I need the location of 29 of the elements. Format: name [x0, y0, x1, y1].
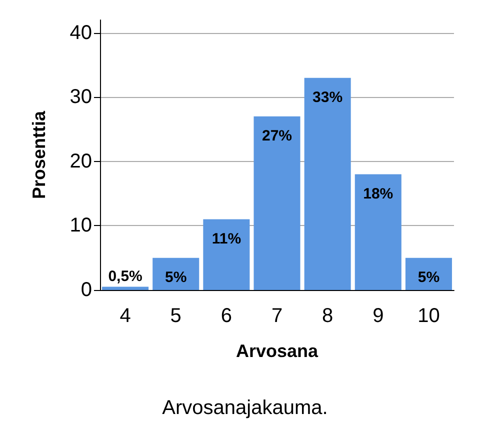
bar — [405, 258, 452, 290]
data-label: 0,5% — [108, 268, 142, 285]
x-tick-label: 9 — [372, 305, 384, 327]
bar — [203, 219, 250, 290]
y-tick-label: 10 — [70, 214, 92, 237]
bar — [254, 116, 300, 290]
x-tick-label: 10 — [418, 305, 440, 327]
x-tick-label: 8 — [322, 305, 334, 327]
bar — [102, 286, 149, 290]
x-tick-label: 6 — [220, 305, 232, 327]
text: Arvosanajakauma. — [162, 397, 328, 419]
data-label: 27% — [262, 127, 292, 144]
data-label: 18% — [363, 185, 394, 202]
x-axis-title: Arvosana — [236, 341, 320, 361]
x-tick-label: 5 — [170, 305, 182, 327]
bar — [354, 174, 402, 290]
y-tick-label: 40 — [70, 22, 92, 44]
bar — [304, 78, 351, 290]
data-label: 5% — [418, 268, 440, 286]
x-tick-label: 7 — [271, 305, 283, 327]
y-tick-label: 30 — [70, 86, 92, 108]
data-label: 33% — [312, 88, 343, 106]
bar — [152, 258, 200, 290]
x-tick-label: 4 — [120, 305, 131, 327]
y-tick-label: 20 — [70, 150, 92, 172]
y-tick-label: 0 — [80, 279, 92, 301]
y-axis-title: Prosenttia — [29, 110, 49, 200]
data-label: 5% — [165, 268, 187, 286]
data-label: 11% — [212, 230, 242, 248]
